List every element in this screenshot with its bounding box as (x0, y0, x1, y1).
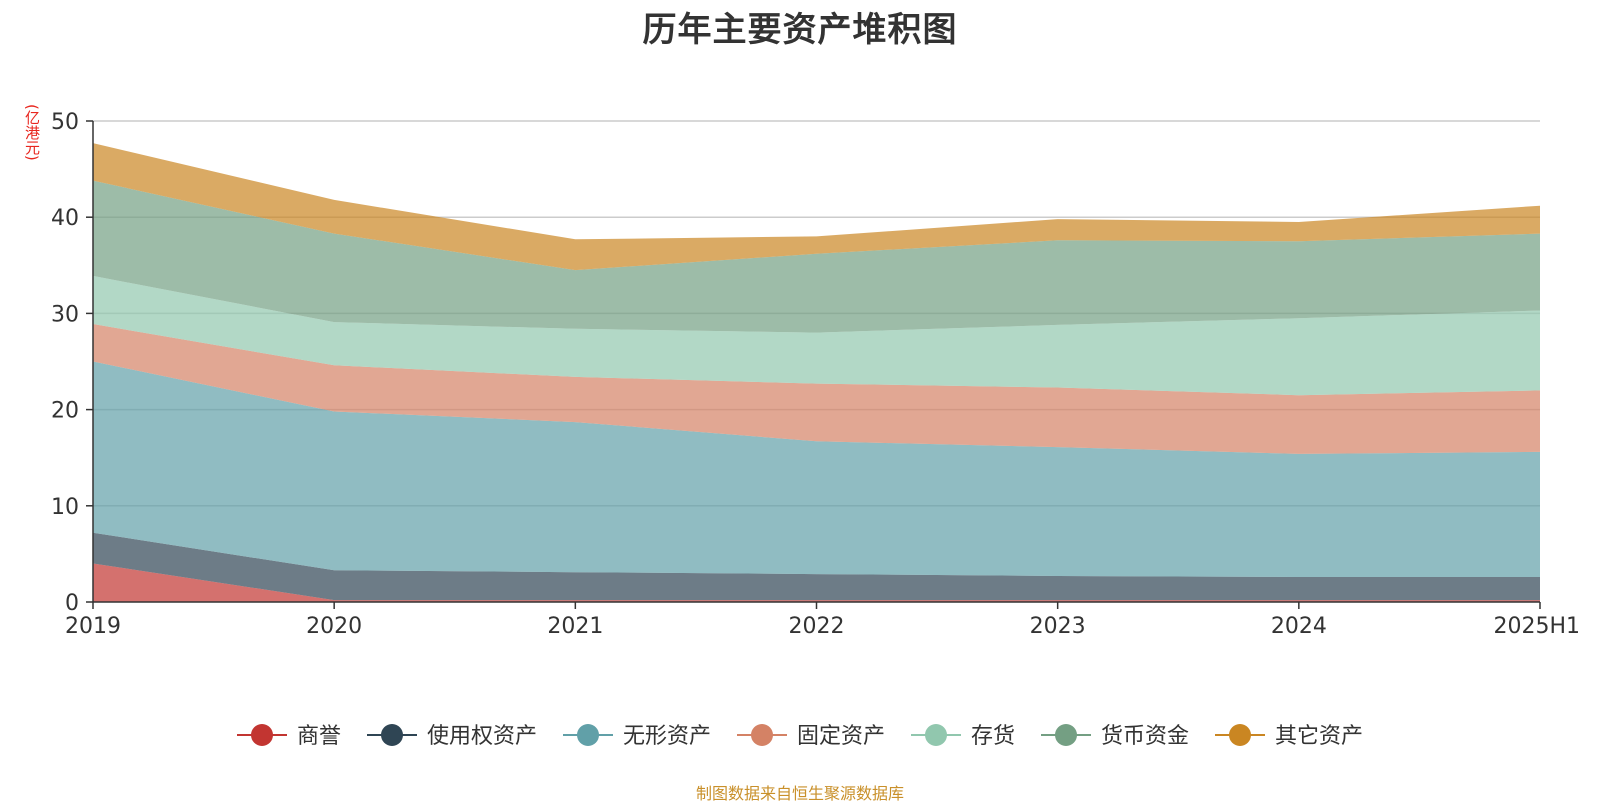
x-tick-label: 2021 (547, 614, 603, 639)
legend: 商誉 使用权资产 无形资产 固定资产 存货 货币资金 其它资产 (237, 724, 1363, 749)
legend-circle-marker (577, 724, 599, 746)
y-tick-label: 0 (65, 591, 79, 616)
area-series-2[interactable] (93, 532, 1540, 601)
x-tick-label: 2020 (306, 614, 362, 639)
legend-circle-marker (1055, 724, 1077, 746)
x-tick-label: 2024 (1271, 614, 1327, 639)
area-series (93, 143, 1540, 602)
y-tick-label: 20 (51, 399, 79, 424)
legend-label: 商誉 (297, 724, 341, 749)
legend-item[interactable]: 固定资产 (737, 724, 885, 749)
y-axis-unit-label: (亿港元) (23, 104, 41, 161)
legend-item[interactable]: 其它资产 (1215, 724, 1363, 749)
y-tick-label: 40 (51, 206, 79, 231)
legend-label: 使用权资产 (427, 724, 537, 749)
area-series-3[interactable] (93, 361, 1540, 578)
legend-item[interactable]: 无形资产 (563, 724, 711, 749)
legend-item[interactable]: 货币资金 (1041, 724, 1189, 749)
legend-label: 无形资产 (623, 724, 711, 749)
legend-item[interactable]: 存货 (911, 724, 1015, 749)
area-series-4[interactable] (93, 324, 1540, 454)
legend-label: 货币资金 (1101, 724, 1189, 749)
y-tick-label: 10 (51, 495, 79, 520)
x-tick-label: 2023 (1030, 614, 1086, 639)
axes: 0 10 20 30 40 50 2019 2020 2021 2022 2023 2024 2025H… (51, 110, 1580, 639)
area-series-6[interactable] (93, 180, 1540, 333)
legend-label: 其它资产 (1275, 724, 1363, 749)
area-series-1[interactable] (93, 563, 1540, 603)
y-tick-label: 30 (51, 302, 79, 327)
x-tick-label: 2022 (789, 614, 845, 639)
legend-circle-marker (751, 724, 773, 746)
area-series-5[interactable] (93, 275, 1540, 396)
legend-circle-marker (925, 724, 947, 746)
legend-circle-marker (1229, 724, 1251, 746)
legend-label: 存货 (971, 724, 1015, 749)
y-tick-label: 50 (51, 110, 79, 135)
legend-circle-marker (381, 724, 403, 746)
x-tick-label: 2025H1 (1493, 614, 1580, 639)
chart-title: 历年主要资产堆积图 (642, 10, 958, 50)
legend-item[interactable]: 商誉 (237, 724, 341, 749)
legend-item[interactable]: 使用权资产 (367, 724, 537, 749)
legend-label: 固定资产 (797, 724, 885, 749)
area-series-7[interactable] (93, 143, 1540, 271)
data-source-note: 制图数据来自恒生聚源数据库 (695, 784, 904, 803)
legend-circle-marker (251, 724, 273, 746)
x-tick-label: 2019 (65, 614, 121, 639)
